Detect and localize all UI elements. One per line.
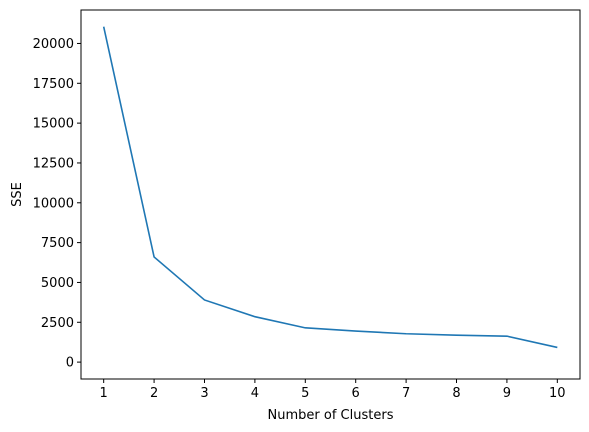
y-tick-label: 20000 [33, 37, 74, 52]
x-tick-label: 5 [301, 386, 309, 401]
x-tick-label: 7 [402, 386, 410, 401]
x-tick-label: 1 [100, 386, 108, 401]
x-axis: 1 2 3 4 5 6 7 8 9 10 [100, 379, 566, 401]
x-tick-label: 8 [452, 386, 460, 401]
y-tick-label: 7500 [41, 236, 74, 251]
plot-area [81, 10, 580, 379]
y-tick-label: 17500 [33, 77, 74, 92]
x-tick-label: 2 [150, 386, 158, 401]
y-tick-label: 15000 [33, 117, 74, 132]
x-tick-label: 4 [251, 386, 259, 401]
y-tick-label: 2500 [41, 316, 74, 331]
y-tick-label: 5000 [41, 276, 74, 291]
y-axis-label: SSE [10, 182, 25, 207]
x-axis-label: Number of Clusters [268, 408, 394, 423]
x-tick-label: 3 [200, 386, 208, 401]
x-tick-label: 6 [352, 386, 360, 401]
y-tick-label: 0 [66, 356, 74, 371]
y-axis: 0 2500 5000 7500 10000 12500 15000 17500 20000 [33, 37, 81, 371]
y-tick-label: 12500 [33, 156, 74, 171]
y-tick-label: 10000 [33, 196, 74, 211]
x-tick-label: 10 [549, 386, 566, 401]
x-tick-label: 9 [503, 386, 511, 401]
